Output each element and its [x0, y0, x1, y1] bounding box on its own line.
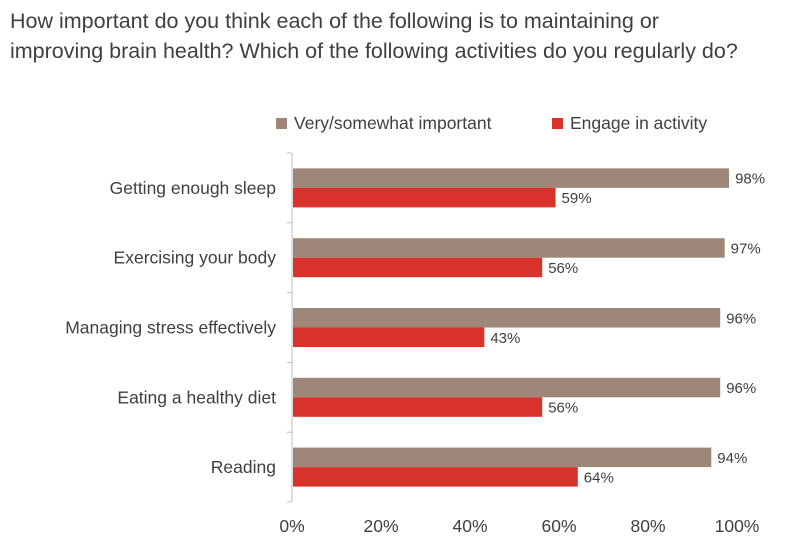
- category-label: Getting enough sleep: [110, 178, 276, 198]
- chart-title-line-2: improving brain health? Which of the fol…: [10, 39, 738, 63]
- legend-swatch-important: [276, 118, 287, 129]
- legend-item-engage: Engage in activity: [552, 113, 707, 134]
- category-label: Exercising your body: [114, 248, 277, 268]
- chart-title: How important do you think each of the f…: [10, 6, 795, 66]
- x-tick-label: 20%: [363, 516, 398, 536]
- data-label: 96%: [726, 380, 756, 397]
- bar-important: [293, 377, 721, 398]
- data-label: 97%: [731, 240, 761, 257]
- x-tick-label: 0%: [279, 516, 304, 536]
- data-label: 96%: [726, 310, 756, 327]
- data-label: 94%: [717, 450, 747, 467]
- data-label: 56%: [548, 400, 578, 417]
- legend-swatch-engage: [552, 118, 563, 129]
- bar-important: [293, 238, 725, 258]
- x-tick-label: 40%: [452, 516, 487, 536]
- chart-title-line-1: How important do you think each of the f…: [10, 9, 659, 33]
- legend-label-engage: Engage in activity: [570, 113, 708, 133]
- bar-important: [293, 168, 730, 188]
- x-tick-label: 60%: [541, 516, 576, 536]
- legend-item-important: Very/somewhat important: [276, 113, 491, 134]
- data-label: 98%: [735, 171, 765, 188]
- category-label: Reading: [211, 457, 276, 477]
- bar-engage: [293, 257, 543, 278]
- category-label: Managing stress effectively: [65, 318, 276, 338]
- x-tick-label: 100%: [715, 516, 760, 536]
- data-label: 56%: [548, 260, 578, 277]
- data-label: 43%: [490, 330, 520, 347]
- data-label: 64%: [584, 469, 614, 486]
- bar-important: [293, 308, 721, 328]
- bar-engage: [293, 327, 485, 347]
- data-label: 59%: [562, 190, 592, 207]
- chart-legend: Very/somewhat important Engage in activi…: [0, 113, 800, 137]
- bar-engage: [293, 187, 556, 208]
- legend-label-important: Very/somewhat important: [294, 113, 492, 133]
- bar-engage: [293, 467, 578, 487]
- bar-engage: [293, 397, 543, 417]
- bar-important: [293, 447, 712, 468]
- x-tick-label: 80%: [630, 516, 665, 536]
- category-label: Eating a healthy diet: [117, 387, 276, 407]
